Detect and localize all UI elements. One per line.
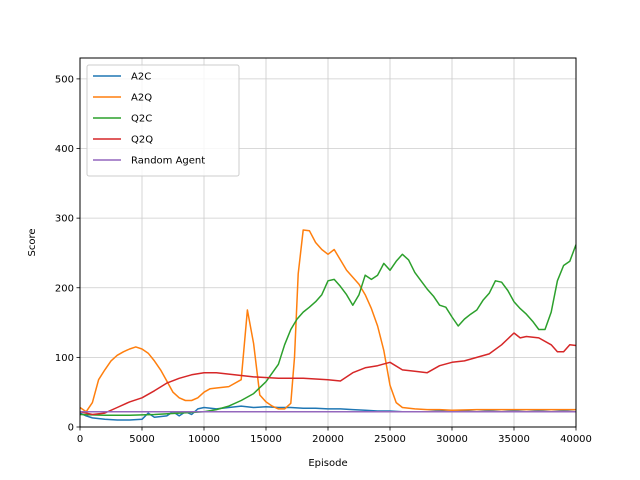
- x-tick-label: 10000: [188, 434, 220, 445]
- x-axis: 0 5000 10000 15000 20000 25000 30000 35000 40000: [77, 427, 592, 445]
- y-axis: 0 100 200 300 400 500: [55, 74, 80, 434]
- y-tick-label: 400: [55, 144, 74, 155]
- series-line-a2q: [80, 229, 576, 413]
- x-tick-label: 35000: [498, 434, 530, 445]
- x-tick-label: 15000: [250, 434, 282, 445]
- x-axis-label: Episode: [308, 458, 347, 469]
- x-tick-label: 5000: [129, 434, 154, 445]
- legend-label-q2q: Q2Q: [131, 135, 153, 146]
- x-tick-label: 25000: [374, 434, 406, 445]
- legend-label-a2q: A2Q: [131, 93, 152, 104]
- y-tick-label: 200: [55, 283, 74, 294]
- legend-label-a2c: A2C: [131, 72, 151, 83]
- y-tick-label: 300: [55, 214, 74, 225]
- series-layer: [80, 229, 576, 421]
- x-tick-label: 0: [77, 434, 83, 445]
- legend-label-q2c: Q2C: [131, 114, 152, 125]
- y-tick-label: 100: [55, 353, 74, 364]
- x-tick-label: 40000: [560, 434, 592, 445]
- y-tick-label: 0: [68, 423, 74, 434]
- y-tick-label: 500: [55, 74, 74, 85]
- y-axis-label: Score: [27, 228, 38, 256]
- x-tick-label: 30000: [436, 434, 468, 445]
- legend-label-random-agent: Random Agent: [131, 156, 205, 167]
- legend: A2C A2Q Q2C Q2Q Random Agent: [86, 64, 240, 177]
- series-line-q2q: [80, 332, 576, 416]
- series-line-q2c: [80, 244, 576, 416]
- legend-box: [86, 64, 240, 177]
- x-tick-label: 20000: [312, 434, 344, 445]
